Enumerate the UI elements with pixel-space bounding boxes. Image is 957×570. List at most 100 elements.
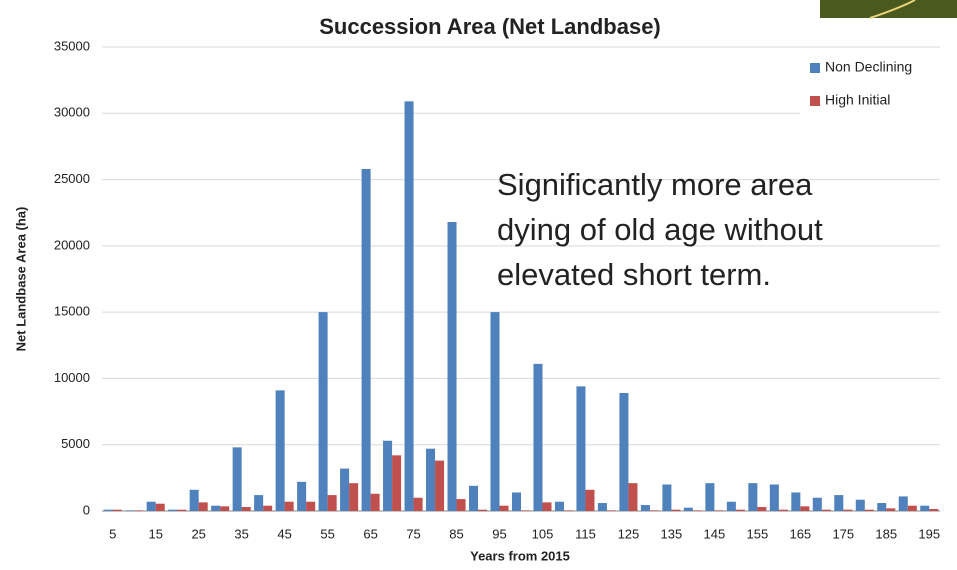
bar	[705, 483, 715, 511]
bar	[103, 509, 113, 511]
bar	[907, 505, 917, 511]
x-tick-label: 165	[789, 526, 811, 541]
x-tick-label: 85	[449, 526, 463, 541]
y-tick-label: 30000	[54, 105, 90, 120]
bar	[112, 509, 122, 511]
bar	[843, 509, 853, 511]
bar	[383, 440, 393, 511]
x-tick-label: 145	[704, 526, 726, 541]
bar	[662, 484, 672, 511]
x-tick-label: 75	[406, 526, 420, 541]
legend-label: High Initial	[825, 92, 890, 108]
bar	[748, 483, 758, 511]
bar	[563, 510, 573, 511]
annotation: Significantly more area	[497, 167, 813, 202]
bar	[778, 509, 788, 511]
x-tick-label: 5	[109, 526, 116, 541]
bar	[490, 312, 500, 511]
x-tick-label: 125	[618, 526, 640, 541]
bar	[886, 508, 896, 511]
bar	[864, 509, 874, 511]
y-tick-label: 15000	[54, 304, 90, 319]
annotation-part: Significantly more	[497, 167, 742, 202]
bar	[392, 455, 402, 511]
x-axis-label: Years from 2015	[470, 548, 570, 563]
bar	[499, 505, 509, 511]
bar	[671, 509, 681, 511]
corner-decoration-line	[869, 0, 916, 19]
bar	[692, 510, 702, 511]
bar	[306, 501, 316, 511]
x-tick-label: 185	[875, 526, 897, 541]
y-axis-label: Net Landbase Area (ha)	[13, 207, 28, 352]
bar	[585, 489, 595, 511]
annotation: elevated short term.	[497, 257, 771, 292]
x-tick-label: 55	[320, 526, 334, 541]
annotation: dying of old age without	[497, 212, 823, 247]
bar	[189, 489, 199, 511]
bar	[821, 509, 831, 511]
bar	[275, 390, 285, 511]
bar	[554, 501, 564, 511]
bar	[177, 509, 187, 511]
annotation-part: area	[750, 167, 813, 202]
bar	[929, 509, 939, 511]
bar	[370, 493, 380, 511]
bar	[146, 501, 156, 511]
bar	[284, 501, 294, 511]
bar	[533, 363, 543, 511]
bar	[435, 460, 445, 511]
bar	[426, 448, 436, 511]
y-tick-label: 10000	[54, 370, 90, 385]
bar	[791, 492, 801, 511]
legend-label: Non Declining	[825, 59, 912, 75]
x-tick-label: 45	[277, 526, 291, 541]
x-tick-label: 195	[918, 526, 940, 541]
bar	[628, 483, 638, 511]
bar	[877, 503, 887, 511]
bar	[349, 483, 359, 511]
bar	[413, 497, 423, 511]
bar	[769, 484, 779, 511]
legend-box	[800, 48, 950, 116]
bar	[683, 507, 693, 511]
x-tick-label: 15	[148, 526, 162, 541]
x-tick-label: 135	[661, 526, 683, 541]
bar	[640, 505, 650, 511]
bar	[318, 312, 328, 511]
x-tick-label: 95	[492, 526, 506, 541]
chart-title: Succession Area (Net Landbase)	[319, 14, 661, 39]
corner-decoration	[820, 0, 957, 18]
x-tick-label: 155	[747, 526, 769, 541]
bar	[511, 492, 521, 511]
y-tick-label: 5000	[61, 436, 90, 451]
bar	[241, 507, 251, 511]
y-tick-label: 25000	[54, 171, 90, 186]
bar	[606, 510, 616, 511]
bar	[855, 499, 865, 511]
bar	[404, 101, 414, 512]
x-tick-label: 35	[234, 526, 248, 541]
bar	[800, 506, 810, 511]
y-tick-label: 20000	[54, 237, 90, 252]
bar	[340, 468, 350, 511]
bar	[619, 393, 629, 511]
y-tick-label: 35000	[54, 38, 90, 53]
legend-swatch	[810, 96, 820, 106]
bar	[469, 485, 479, 511]
bar	[714, 510, 724, 511]
y-tick-label: 0	[83, 502, 90, 517]
bar	[254, 495, 264, 511]
bar	[263, 505, 273, 511]
bar	[542, 502, 552, 511]
x-tick-label: 25	[191, 526, 205, 541]
bar	[521, 510, 531, 511]
bar	[726, 501, 736, 511]
bar	[834, 495, 844, 511]
x-tick-label: 115	[575, 526, 596, 541]
bar	[576, 386, 586, 511]
bar	[735, 509, 745, 511]
bar	[456, 499, 466, 511]
bar	[327, 495, 337, 511]
